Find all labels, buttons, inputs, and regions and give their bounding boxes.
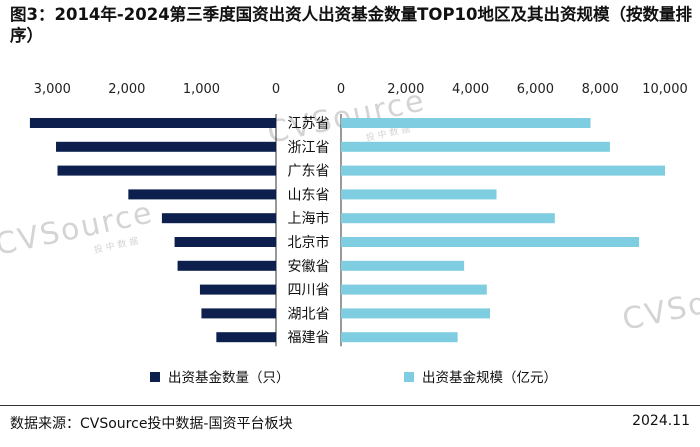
watermark-right: CVSource投中数据 bbox=[619, 270, 700, 338]
bar-count-8 bbox=[201, 308, 276, 319]
right-axis-tick-label: 8,000 bbox=[582, 82, 619, 97]
bar-count-9 bbox=[216, 332, 276, 343]
bar-count-6 bbox=[177, 260, 276, 271]
right-axis-tick-label: 10,000 bbox=[642, 82, 688, 97]
bar-count-4 bbox=[161, 213, 276, 224]
category-label: 湖北省 bbox=[288, 306, 330, 322]
legend-count-label: 出资基金数量（只） bbox=[168, 369, 290, 386]
data-source: 数据来源：CVSource投中数据-国资平台板块 bbox=[10, 416, 293, 432]
bar-count-3 bbox=[128, 189, 276, 200]
left-axis-tick-label: 2,000 bbox=[108, 82, 145, 97]
category-label: 广东省 bbox=[288, 164, 330, 180]
report-date: 2024.11 bbox=[632, 413, 690, 429]
category-label: 北京市 bbox=[288, 234, 330, 251]
bar-scale-2 bbox=[341, 165, 665, 176]
bar-scale-6 bbox=[341, 260, 465, 271]
left-axis-tick-label: 3,000 bbox=[34, 82, 71, 97]
category-label: 安徽省 bbox=[288, 259, 330, 275]
bar-count-5 bbox=[174, 237, 276, 247]
category-label: 福建省 bbox=[288, 330, 330, 346]
legend-scale-label: 出资基金规模（亿元） bbox=[422, 369, 557, 386]
bar-count-0 bbox=[29, 118, 276, 128]
footer-divider bbox=[0, 405, 700, 406]
right-axis-tick-label: 0 bbox=[337, 82, 345, 97]
bar-scale-3 bbox=[341, 189, 497, 200]
watermark-left: CVSource投中数据 bbox=[0, 195, 157, 263]
left-axis-tick-label: 0 bbox=[272, 82, 280, 97]
bar-scale-8 bbox=[341, 308, 491, 319]
butterfly-bar-chart: CVSource投中数据CVSource投中数据CVSource投中数据3,00… bbox=[0, 82, 700, 386]
bar-scale-7 bbox=[341, 284, 487, 295]
watermark-left-brand: CVSource bbox=[0, 195, 157, 263]
bar-scale-0 bbox=[341, 118, 591, 128]
legend-scale-swatch bbox=[404, 372, 414, 382]
bar-count-1 bbox=[56, 141, 277, 152]
category-label: 山东省 bbox=[288, 187, 330, 203]
watermark-right-brand: CVSource bbox=[619, 270, 700, 338]
left-axis-tick-label: 1,000 bbox=[183, 82, 220, 97]
bar-scale-1 bbox=[341, 141, 610, 152]
bar-scale-9 bbox=[341, 332, 458, 343]
category-label: 上海市 bbox=[288, 210, 330, 227]
legend-count-swatch bbox=[150, 372, 160, 382]
category-label: 江苏省 bbox=[288, 116, 330, 132]
category-label: 四川省 bbox=[288, 283, 330, 299]
right-axis-tick-label: 6,000 bbox=[517, 82, 554, 97]
chart-title: 图3：2014年-2024第三季度国资出资人出资基金数量TOP10地区及其出资规… bbox=[10, 5, 693, 45]
right-axis-tick-label: 4,000 bbox=[452, 82, 489, 97]
bar-scale-4 bbox=[341, 213, 555, 224]
right-axis-tick-label: 2,000 bbox=[387, 82, 424, 97]
category-label: 浙江省 bbox=[288, 140, 330, 156]
bar-count-7 bbox=[199, 284, 276, 295]
bar-count-2 bbox=[57, 165, 277, 176]
bar-scale-5 bbox=[341, 237, 640, 247]
